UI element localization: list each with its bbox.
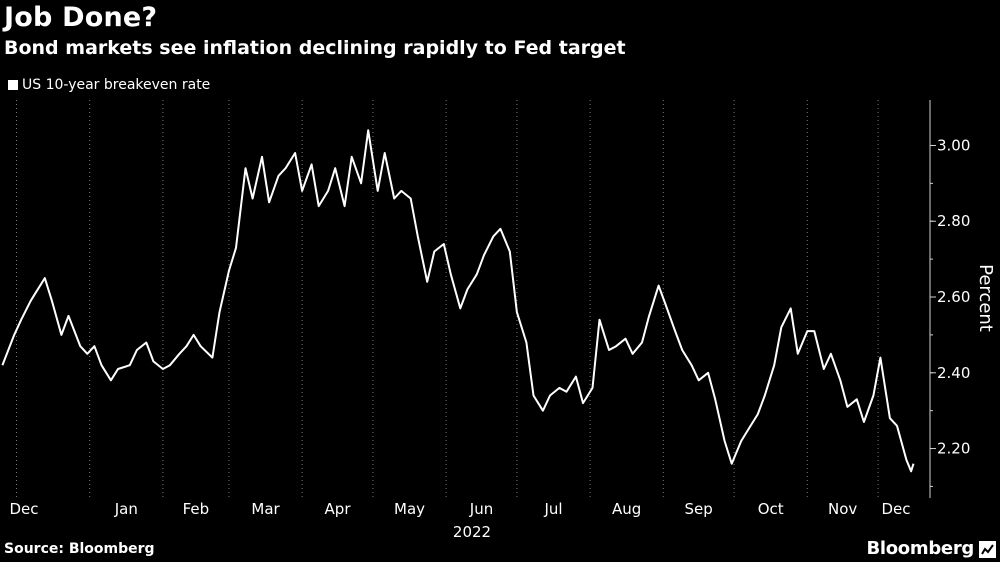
y-tick-label: 3.00	[937, 136, 970, 154]
tick-labels: Dec Jan Feb Mar Apr May Jun Jul Aug Sep Oct Nov Dec 2…	[9, 136, 970, 518]
x-tick-label: Feb	[183, 500, 210, 518]
source-note: Source: Bloomberg	[4, 541, 155, 557]
legend: US 10-year breakeven rate	[8, 77, 210, 93]
brand-logo: Bloomberg	[866, 538, 974, 559]
x-tick-label: Sep	[685, 500, 713, 518]
y-tick-label: 2.20	[937, 440, 970, 458]
series-line-breakeven-rate	[1, 129, 915, 473]
x-tick-label: Dec	[9, 500, 38, 518]
x-tick-label: Aug	[612, 500, 641, 518]
x-tick-label: Jul	[543, 500, 562, 518]
chart-title: Job Done?	[4, 2, 158, 33]
x-tick-label: Jan	[114, 500, 138, 518]
gridlines	[16, 100, 879, 500]
x-tick-label: Jun	[469, 500, 493, 518]
y-tick-label: 2.40	[937, 364, 970, 382]
x-tick-label: Dec	[881, 500, 910, 518]
series-layer	[1, 129, 915, 473]
legend-label: US 10-year breakeven rate	[22, 77, 211, 93]
x-tick-label: Mar	[251, 500, 280, 518]
x-tick-label: Oct	[758, 500, 784, 518]
chart-subtitle: Bond markets see inflation declining rap…	[4, 37, 626, 59]
y-tick-label: 2.60	[937, 288, 970, 306]
brand-icon	[979, 541, 996, 558]
y-axis-title: Percent	[975, 264, 996, 332]
x-tick-label: Nov	[828, 500, 857, 518]
x-tick-label: May	[394, 500, 425, 518]
x-axis-year-label: 2022	[453, 523, 491, 541]
y-tick-label: 2.80	[937, 212, 970, 230]
axes	[929, 100, 936, 498]
legend-swatch	[8, 80, 18, 90]
x-tick-label: Apr	[325, 500, 352, 518]
